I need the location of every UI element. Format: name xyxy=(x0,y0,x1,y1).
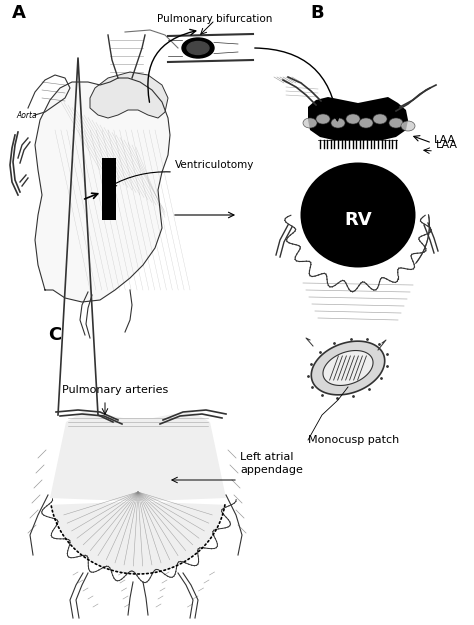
Text: Ventriculotomy: Ventriculotomy xyxy=(175,160,255,170)
Text: A: A xyxy=(12,4,26,22)
Ellipse shape xyxy=(303,118,317,128)
Ellipse shape xyxy=(359,118,373,128)
Text: Aorta: Aorta xyxy=(16,111,36,120)
Text: Pulmonary bifurcation: Pulmonary bifurcation xyxy=(157,14,273,24)
Polygon shape xyxy=(308,97,408,140)
Ellipse shape xyxy=(187,41,209,54)
Text: C: C xyxy=(48,326,61,344)
Text: Pulmonary arteries: Pulmonary arteries xyxy=(62,385,168,395)
Ellipse shape xyxy=(401,121,415,131)
Text: Left atrial
appendage: Left atrial appendage xyxy=(240,452,303,475)
Ellipse shape xyxy=(373,114,387,124)
Text: RV: RV xyxy=(344,211,372,229)
Text: LAA: LAA xyxy=(434,135,456,145)
Ellipse shape xyxy=(346,114,360,124)
Polygon shape xyxy=(50,412,226,574)
Polygon shape xyxy=(35,78,170,302)
Ellipse shape xyxy=(316,114,330,124)
Ellipse shape xyxy=(331,118,345,128)
Ellipse shape xyxy=(182,38,214,58)
Polygon shape xyxy=(311,341,385,395)
Polygon shape xyxy=(323,351,373,386)
Text: Monocusp patch: Monocusp patch xyxy=(308,435,399,445)
Polygon shape xyxy=(90,72,168,118)
Text: B: B xyxy=(310,4,324,22)
Ellipse shape xyxy=(389,118,403,128)
Bar xyxy=(102,158,116,220)
Ellipse shape xyxy=(301,162,416,268)
Text: LAA: LAA xyxy=(436,140,458,150)
